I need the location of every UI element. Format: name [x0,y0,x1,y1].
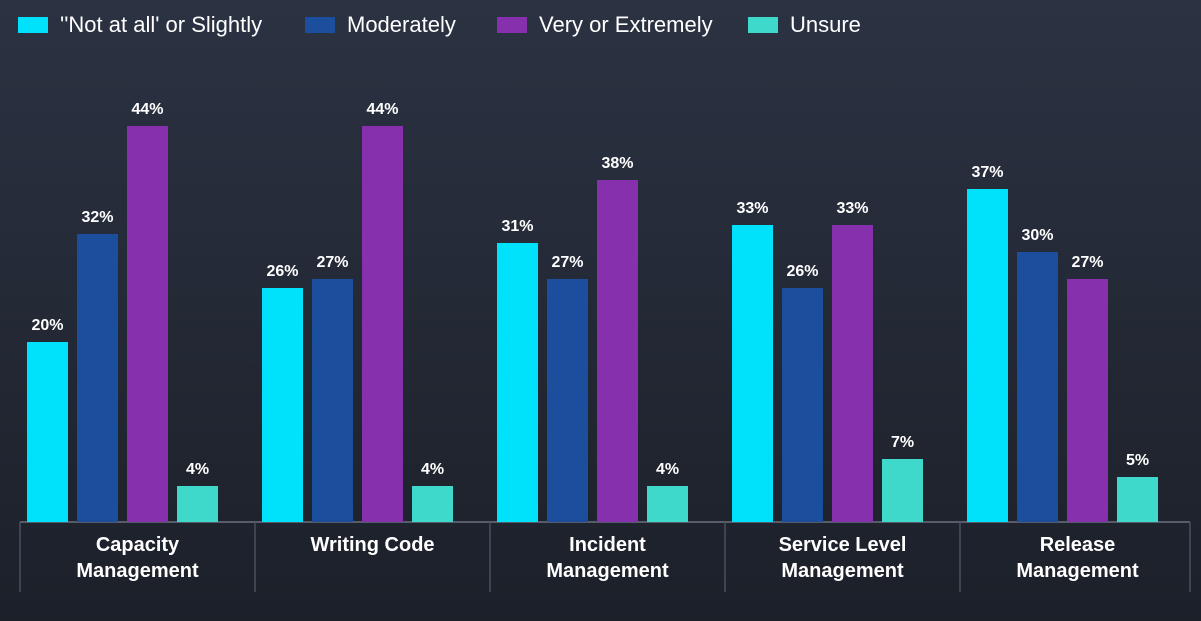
bar [1117,477,1158,522]
bar [312,279,353,522]
category-label: Incident Management [546,534,669,582]
value-label: 4% [656,461,679,478]
value-label: 38% [601,155,633,172]
value-label: 4% [421,461,444,478]
legend-swatch [18,17,48,33]
value-label: 30% [1021,227,1053,244]
bar [362,126,403,522]
bar [127,126,168,522]
bar [547,279,588,522]
bar [177,486,218,522]
legend-swatch [497,17,527,33]
bar [1067,279,1108,522]
value-label: 31% [501,218,533,235]
bar [77,234,118,522]
category-label: Capacity Management [76,534,199,582]
value-label: 7% [891,434,914,451]
value-label: 27% [316,254,348,271]
value-label: 27% [551,254,583,271]
value-label: 33% [836,200,868,217]
value-label: 33% [736,200,768,217]
legend-label: Very or Extremely [539,12,713,37]
legend-label: Unsure [790,12,861,37]
category-label: Service Level Management [778,534,907,582]
bar [882,459,923,522]
legend-swatch [748,17,778,33]
value-label: 5% [1126,452,1149,469]
legend-swatch [305,17,335,33]
bar [732,225,773,522]
value-label: 20% [31,317,63,334]
value-label: 44% [366,101,398,118]
category-label: Writing Code [310,534,435,556]
value-label: 32% [81,209,113,226]
value-label: 26% [786,263,818,280]
category-label: Release Management [1016,534,1139,582]
bar [647,486,688,522]
bar [497,243,538,522]
value-label: 37% [971,164,1003,181]
value-label: 4% [186,461,209,478]
bar [967,189,1008,522]
bar [1017,252,1058,522]
bar [597,180,638,522]
legend-label: Moderately [347,12,456,37]
value-label: 27% [1071,254,1103,271]
value-label: 26% [266,263,298,280]
bar [832,225,873,522]
bar [412,486,453,522]
bar [782,288,823,522]
value-label: 44% [131,101,163,118]
bar [262,288,303,522]
bar [27,342,68,522]
legend-label: ''Not at all' or Slightly [60,12,262,37]
